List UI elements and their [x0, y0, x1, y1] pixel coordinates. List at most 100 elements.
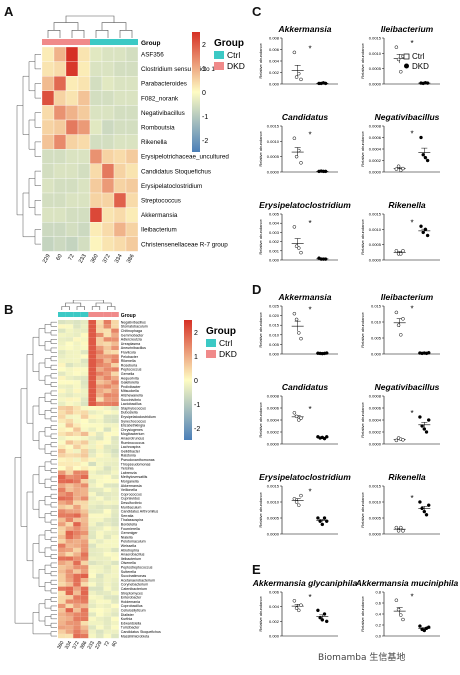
b-heat-cell	[65, 320, 74, 325]
c-plot-significance: *	[410, 218, 413, 227]
b-heat-cell	[58, 621, 66, 626]
b-heat-cell	[96, 633, 104, 639]
b-row-label: Pelotomaculum	[121, 540, 146, 544]
c-plot-ylabel: Relative abundance	[360, 219, 365, 255]
b-heat-cell	[96, 625, 104, 630]
a-heat-cell	[53, 61, 67, 77]
b-heat-cell	[111, 384, 119, 389]
e-plot-dkd-point	[426, 625, 431, 629]
b-heat-cell	[96, 539, 104, 544]
b-heat-cell	[58, 345, 66, 351]
d-plot-ctrl-point	[299, 493, 303, 498]
b-heat-cell	[103, 603, 112, 609]
b-row-label: Kurthia	[121, 617, 132, 621]
b-heat-cell	[73, 509, 81, 514]
b-heat-cell	[111, 328, 119, 333]
d-plot-ytick-label: 0.000	[269, 352, 280, 357]
b-heat-cell	[96, 552, 104, 557]
a-heat-cell	[113, 46, 127, 62]
a-heat-cell	[101, 149, 115, 164]
b-heat-cell	[58, 354, 66, 359]
b-heat-cell	[58, 590, 66, 596]
b-row-label: Fluviicola	[121, 351, 136, 355]
b-heat-cell	[96, 436, 104, 441]
a-heat-cell	[41, 90, 55, 106]
a-heat-cell	[65, 149, 79, 164]
b-heat-cell	[65, 418, 74, 424]
b-heat-cell	[96, 461, 104, 467]
c-plot-dkd-point	[423, 155, 428, 160]
d-plot-ytick-label: 0.005	[371, 336, 382, 341]
b-heat-cell	[80, 449, 89, 454]
b-heat-cell	[103, 496, 112, 501]
b-heat-cell	[96, 324, 104, 329]
b-row-label: Holdemania	[121, 600, 140, 604]
d-plot-ytick-label: 0.0010	[369, 500, 382, 505]
b-group-cell	[96, 312, 104, 317]
c-plot-ctrl-point	[299, 77, 303, 82]
b-heat-cell	[96, 418, 104, 424]
b-heat-cell	[96, 341, 104, 346]
b-heat-cell	[58, 487, 66, 492]
a-heat-cell	[65, 105, 79, 121]
b-heat-cell	[88, 552, 96, 557]
a-heat-cell	[113, 90, 127, 106]
c-plot-dkd-point	[419, 224, 423, 229]
b-heat-cell	[88, 354, 96, 359]
b-heat-cell	[111, 427, 119, 432]
b-row-label: Dialister	[121, 613, 135, 617]
e-plot-title: Akkermansia muciniphila	[355, 578, 459, 588]
b-heat-cell	[65, 547, 74, 553]
b-heat-cell	[111, 612, 119, 617]
b-heat-cell	[103, 406, 112, 411]
a-heat-cell	[41, 207, 55, 223]
b-heat-cell	[103, 332, 112, 338]
b-heat-cell	[103, 621, 112, 626]
b-heat-cell	[73, 599, 81, 604]
b-heat-cell	[96, 371, 104, 376]
b-heat-cell	[65, 427, 74, 432]
b-heat-cell	[73, 337, 81, 342]
b-group-cell	[80, 312, 89, 317]
b-heat-cell	[103, 595, 112, 600]
b-heat-cell	[103, 380, 112, 385]
c-plot-significance: *	[308, 44, 311, 53]
b-heat-cell	[96, 397, 104, 402]
b-heat-cell	[65, 578, 74, 583]
d-plot-significance: *	[308, 405, 311, 414]
b-heat-cell	[111, 449, 119, 454]
a-heat-cell	[53, 46, 67, 62]
b-heat-cell	[111, 341, 119, 346]
c-plot-ytick-label: 0.0015	[369, 36, 382, 41]
c-plot-ytick-label: 0.0002	[369, 158, 382, 163]
a-row-label: ASF356	[141, 51, 164, 58]
b-colorbar-tick: 1	[194, 354, 198, 361]
b-heat-cell	[73, 487, 81, 492]
b-heat-cell	[88, 427, 96, 432]
b-heat-cell	[80, 582, 89, 587]
c-plot-ytick-label: 0.008	[269, 36, 280, 41]
b-heat-cell	[111, 410, 119, 415]
b-heat-cell	[111, 578, 119, 583]
b-heat-cell	[65, 616, 74, 621]
b-heat-cell	[103, 410, 112, 415]
a-heat-cell	[125, 105, 139, 121]
a-col-label: 60	[55, 253, 63, 261]
c-legend-dkd-marker	[404, 63, 409, 69]
a-heat-cell	[53, 149, 67, 164]
b-heat-cell	[58, 616, 66, 621]
b-heat-cell	[65, 350, 74, 355]
b-heat-cell	[80, 603, 89, 609]
a-heat-cell	[53, 76, 67, 91]
a-heat-cell	[101, 222, 115, 237]
a-row-label: Candidatus Stoquefichus	[141, 168, 211, 175]
b-heat-cell	[73, 354, 81, 359]
b-heat-cell	[103, 453, 112, 458]
b-heat-cell	[65, 470, 74, 475]
b-heat-cell	[73, 603, 81, 609]
d-plot-dkd-point	[420, 506, 424, 511]
b-heat-cell	[73, 466, 81, 471]
b-heat-cell	[103, 513, 112, 518]
b-heat-cell	[88, 397, 96, 402]
a-row-label: Romboutsia	[141, 124, 175, 131]
